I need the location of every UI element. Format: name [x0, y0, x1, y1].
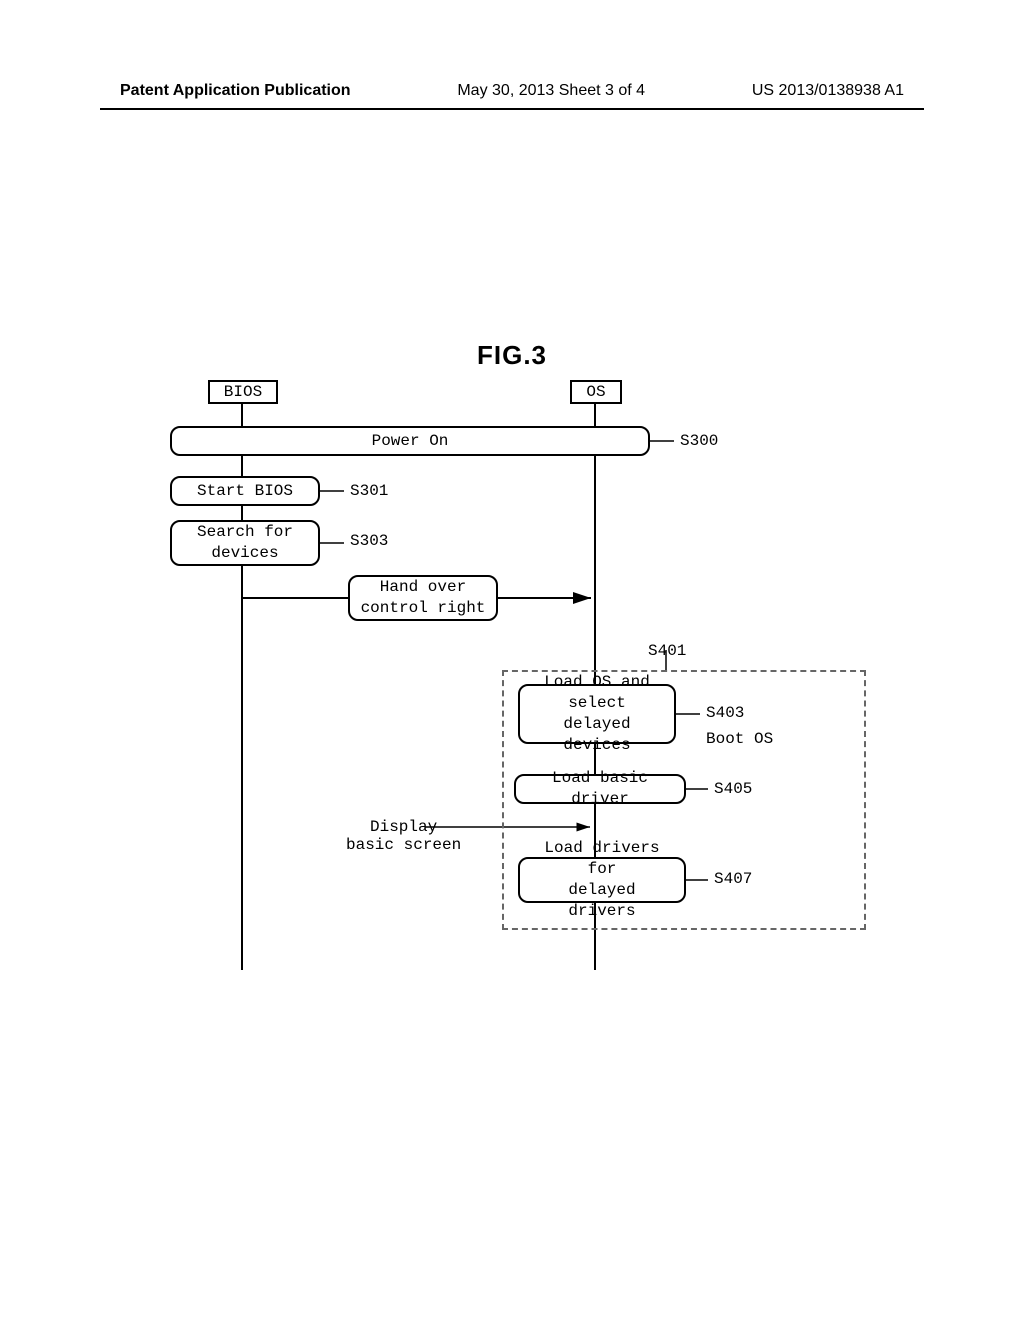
header-right: US 2013/0138938 A1 [752, 82, 904, 100]
s407-ref: S407 [714, 870, 752, 888]
load-delayed-drivers-text: Load drivers for delayed drivers [530, 838, 674, 921]
s301-ref: S301 [350, 482, 388, 500]
load-basic-driver-box: Load basic driver [514, 774, 686, 804]
load-basic-driver-text: Load basic driver [526, 768, 674, 810]
header-divider [100, 108, 924, 110]
load-os-box: Load OS and select delayed devices [518, 684, 676, 744]
load-os-text: Load OS and select delayed devices [530, 672, 664, 755]
s300-ref: S300 [680, 432, 718, 450]
power-on-box: Power On [170, 426, 650, 456]
load-delayed-drivers-box: Load drivers for delayed drivers [518, 857, 686, 903]
search-devices-box: Search for devices [170, 520, 320, 566]
s401-ref: S401 [648, 642, 686, 660]
bios-header-box: BIOS [208, 380, 278, 404]
s403-ref: S403 [706, 704, 744, 722]
flowchart-diagram: BIOS OS Power On S300 Start BIOS S301 Se… [150, 380, 890, 1000]
s405-ref: S405 [714, 780, 752, 798]
handover-box: Hand over control right [348, 575, 498, 621]
figure-title: FIG.3 [0, 340, 1024, 371]
header-center: May 30, 2013 Sheet 3 of 4 [457, 82, 645, 100]
os-header-box: OS [570, 380, 622, 404]
search-devices-text: Search for devices [197, 522, 293, 564]
handover-text: Hand over control right [361, 577, 486, 619]
power-on-text: Power On [372, 431, 449, 452]
os-header-text: OS [586, 382, 605, 403]
s303-ref: S303 [350, 532, 388, 550]
header-left: Patent Application Publication [120, 82, 351, 100]
display-basic-screen-label: Display basic screen [346, 818, 461, 854]
page-header: Patent Application Publication May 30, 2… [0, 82, 1024, 100]
bios-header-text: BIOS [224, 382, 262, 403]
boot-os-label: Boot OS [706, 730, 773, 748]
start-bios-text: Start BIOS [197, 481, 293, 502]
start-bios-box: Start BIOS [170, 476, 320, 506]
